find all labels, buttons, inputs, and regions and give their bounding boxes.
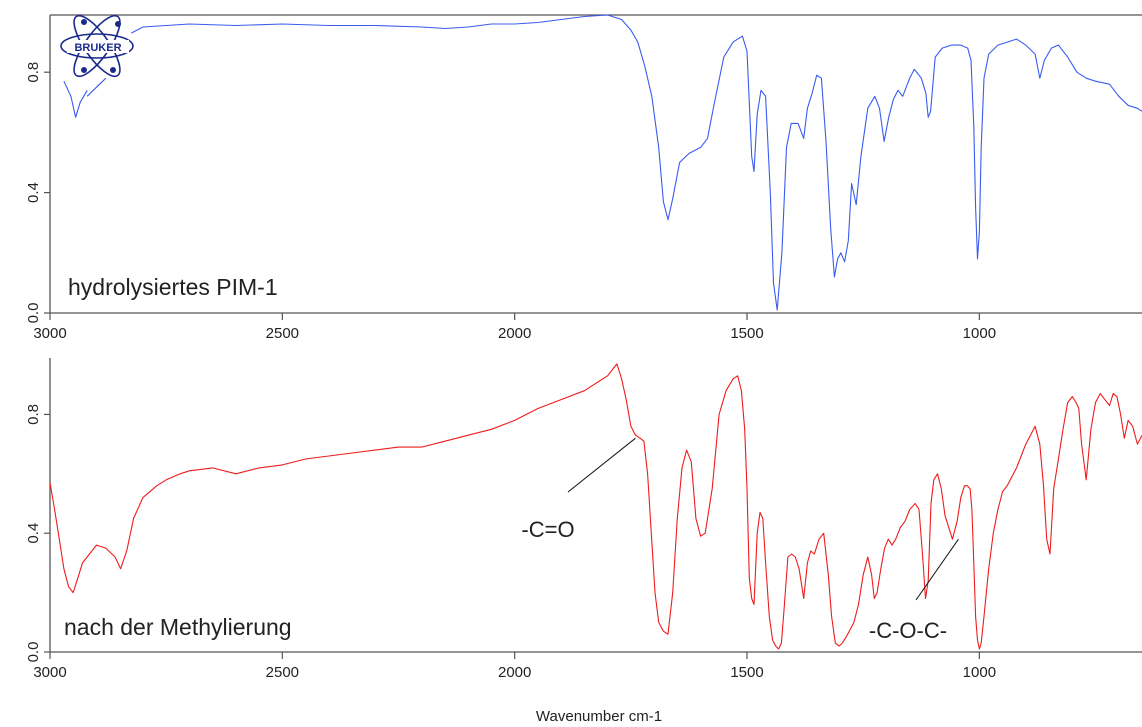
x-tick-label: 1000 xyxy=(963,664,996,681)
y-tick-label: 0.4 xyxy=(25,182,42,203)
spectrum-line xyxy=(131,14,1142,311)
x-tick-label: 1000 xyxy=(963,325,996,342)
x-tick-label: 3000 xyxy=(33,325,66,342)
spectrum-line xyxy=(63,80,88,118)
annotation-label: -C-O-C- xyxy=(869,618,947,643)
y-tick-label: 0.0 xyxy=(25,642,42,663)
y-tick-label: 0.0 xyxy=(25,303,42,324)
x-tick-label: 2000 xyxy=(498,325,531,342)
y-tick-label: 0.4 xyxy=(25,523,42,544)
spectrum-line xyxy=(86,77,107,97)
x-tick-label: 2500 xyxy=(266,664,299,681)
x-tick-label: 1500 xyxy=(730,325,763,342)
annotation-leader-line xyxy=(915,538,959,601)
y-tick-label: 0.8 xyxy=(25,62,42,83)
panel-label: hydrolysiertes PIM-1 xyxy=(68,274,278,300)
bottom-spectrum-panel: 3000 2500 2000 1500 1000 0.0 0.4 0.8 nach der Me… xyxy=(25,358,1142,681)
annotation-leader-line xyxy=(567,437,636,493)
spectrum-line xyxy=(49,363,1142,650)
annotation-label: -C=O xyxy=(521,517,574,542)
logo-text: BRUKER xyxy=(74,42,121,54)
x-axis-title: Wavenumber cm-1 xyxy=(536,708,662,725)
x-tick-label: 2500 xyxy=(266,325,299,342)
bruker-logo: BRUKER xyxy=(60,14,134,78)
x-tick-label: 1500 xyxy=(730,664,763,681)
panel-label: nach der Methylierung xyxy=(64,614,292,640)
top-spectrum-panel: 3000 2500 2000 1500 1000 0.0 0.4 0.8 hydrolysier… xyxy=(25,14,1142,342)
x-tick-label: 3000 xyxy=(33,664,66,681)
y-tick-label: 0.8 xyxy=(25,404,42,425)
x-tick-label: 2000 xyxy=(498,664,531,681)
